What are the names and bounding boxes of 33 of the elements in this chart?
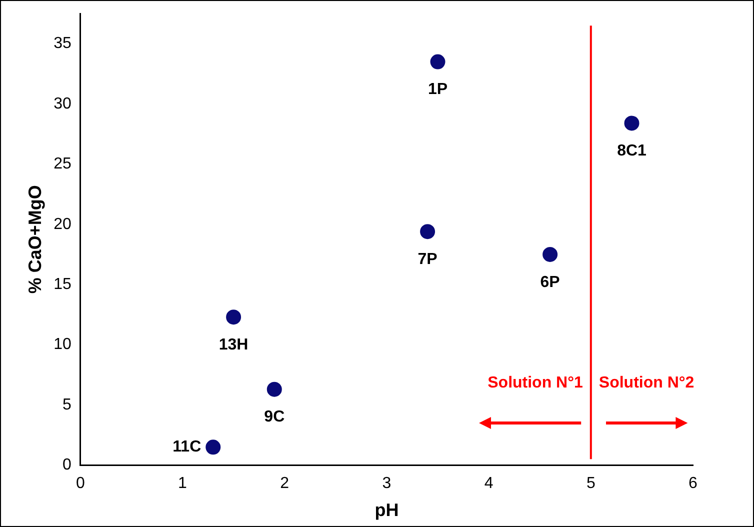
- point: [266, 382, 282, 397]
- point: [430, 54, 446, 70]
- x-axis-title: pH: [374, 500, 399, 520]
- annotation: 1P: [428, 81, 448, 98]
- y-tick-label: 0: [62, 456, 72, 474]
- x-tick-label: 6: [688, 475, 698, 492]
- x-tick-label: 1: [178, 475, 188, 492]
- y-tick-label: 20: [54, 216, 72, 233]
- point: [420, 224, 436, 240]
- point: [206, 440, 221, 455]
- annotation: 13H: [218, 336, 248, 354]
- annotation: 11C: [172, 438, 202, 456]
- point: [542, 246, 558, 262]
- x-tick-label: 4: [484, 475, 494, 492]
- y-tick-label: 35: [54, 35, 72, 52]
- annotation: 7P: [418, 250, 438, 268]
- x-tick-label: 5: [586, 475, 596, 492]
- y-tick-label: 25: [54, 156, 72, 173]
- point: [226, 310, 242, 325]
- annotation: Solution N°1: [488, 374, 583, 392]
- y-tick-label: 10: [54, 336, 72, 354]
- x-tick-label: 0: [76, 475, 85, 492]
- annotation: 9C: [264, 408, 286, 426]
- y-tick-label: 15: [54, 276, 72, 293]
- annotation: 6P: [540, 274, 560, 291]
- x-tick-label: 2: [280, 475, 290, 492]
- annotation: 8C1: [617, 142, 647, 160]
- y-tick-label: 30: [54, 95, 72, 112]
- point: [624, 116, 640, 131]
- y-axis-title: % CaO+MgO: [24, 185, 45, 294]
- annotation: Solution N°2: [598, 374, 694, 392]
- y-tick-label: 5: [62, 396, 72, 414]
- x-tick-label: 3: [382, 475, 392, 492]
